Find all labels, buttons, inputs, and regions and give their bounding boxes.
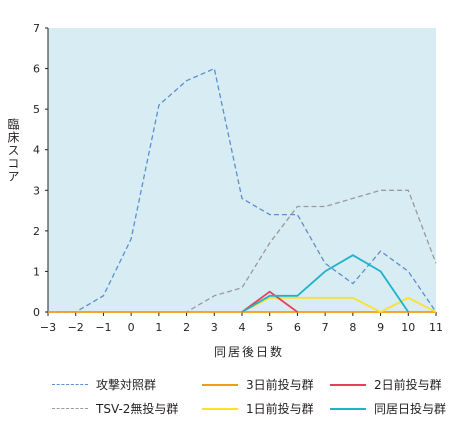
legend-label: TSV-2無投与群 (96, 402, 179, 416)
legend-item: 2日前投与群 (330, 376, 442, 393)
legend-item: 3日前投与群 (202, 376, 314, 393)
x-tick-label: −3 (40, 321, 56, 334)
legend-item: 同居日投与群 (330, 400, 446, 417)
x-axis-label: 同居後日数 (213, 345, 284, 359)
series-line (241, 290, 298, 313)
x-tick-label: 8 (349, 321, 356, 334)
legend-item: 1日前投与群 (202, 400, 314, 417)
legend-item: TSV-2無投与群 (52, 400, 178, 417)
y-tick-label: 3 (33, 184, 40, 197)
legend-swatch (330, 407, 366, 410)
x-tick-label: 10 (401, 321, 415, 334)
x-tick-label: 2 (183, 321, 190, 334)
x-tick-label: 6 (294, 321, 301, 334)
legend-swatch (52, 384, 88, 385)
x-tick-label: 7 (322, 321, 329, 334)
y-tick-label: 7 (33, 22, 40, 35)
x-tick-label: 4 (239, 321, 246, 334)
x-tick-label: 11 (429, 321, 443, 334)
series-line (241, 254, 410, 313)
y-tick-label: 0 (33, 306, 40, 319)
legend-swatch (202, 383, 238, 386)
x-tick-label: 1 (155, 321, 162, 334)
x-tick-label: 9 (377, 321, 384, 334)
series-lines (48, 67, 437, 313)
legend: 攻撃対照群 3日前投与群 2日前投与群 TSV-2無投与群 1日前投与群 同居日… (0, 372, 460, 422)
legend-swatch (52, 408, 88, 409)
legend-swatch (202, 407, 238, 410)
plot-area (48, 28, 436, 312)
x-tick-label: 5 (266, 321, 273, 334)
y-tick-label: 4 (33, 144, 40, 157)
legend-label: 3日前投与群 (246, 378, 314, 392)
legend-label: 同居日投与群 (374, 402, 447, 416)
line-chart: 0 1 2 3 4 5 6 7 −3 −2 −1 0 1 2 3 4 5 6 7 8 9 10 11 (33, 22, 443, 334)
x-tick-label: −2 (68, 321, 84, 334)
x-axis: −3 −2 −1 0 1 2 3 4 5 6 7 8 9 10 11 (40, 311, 443, 334)
y-tick-label: 1 (33, 265, 40, 278)
y-axis: 0 1 2 3 4 5 6 7 (33, 22, 49, 319)
x-tick-label: 3 (211, 321, 218, 334)
legend-label: 1日前投与群 (246, 402, 314, 416)
y-tick-label: 2 (33, 225, 40, 238)
legend-item: 攻撃対照群 (52, 376, 156, 393)
y-tick-label: 5 (33, 103, 40, 116)
legend-label: 2日前投与群 (374, 378, 442, 392)
series-line (48, 67, 437, 313)
y-axis-label: 臨床スコア (6, 118, 20, 183)
legend-label: 攻撃対照群 (96, 378, 157, 392)
y-tick-label: 6 (33, 63, 40, 76)
x-tick-label: −1 (95, 321, 111, 334)
legend-swatch (330, 383, 366, 386)
x-tick-label: 0 (128, 321, 135, 334)
series-line (241, 296, 437, 313)
